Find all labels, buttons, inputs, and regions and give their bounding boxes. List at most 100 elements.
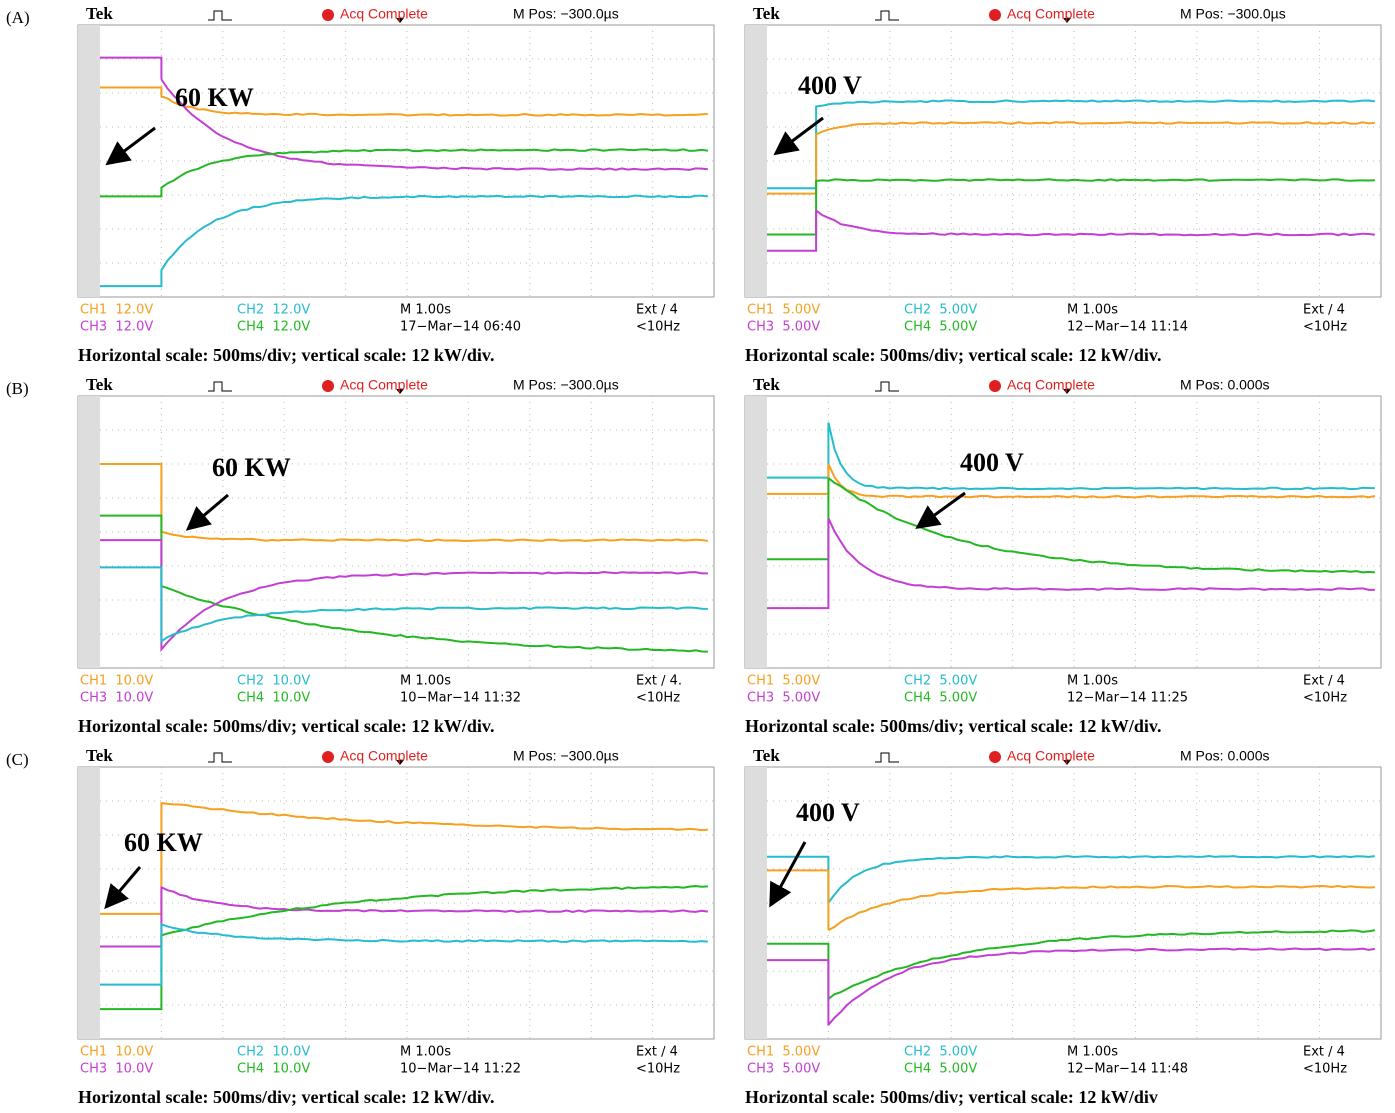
footer-ch2: CH2 5.00V: [904, 1045, 977, 1060]
screen-bezel: [745, 767, 767, 1039]
annotation: 60 KW: [212, 453, 291, 482]
footer-date: 10−Mar−14 11:22: [400, 1062, 521, 1077]
caption: Horizontal scale: 500ms/div; vertical sc…: [78, 1087, 494, 1107]
trigger-icon: [875, 753, 899, 762]
screen: [78, 396, 714, 668]
row-label: (B): [6, 379, 29, 398]
footer-ch2: CH2 10.0V: [237, 674, 310, 689]
trigger-icon: [875, 382, 899, 391]
footer-timebase: M 1.00s: [1067, 303, 1118, 318]
position: M Pos: −300.0µs: [513, 377, 619, 393]
acq-indicator: [322, 9, 334, 21]
footer-timebase: M 1.00s: [1067, 674, 1118, 689]
acq-indicator: [989, 380, 1001, 392]
footer-ch3: CH3 5.00V: [747, 1062, 820, 1077]
footer-date: 12−Mar−14 11:48: [1067, 1062, 1188, 1077]
footer-trigger: Ext ∕ 4: [1303, 303, 1345, 318]
footer-ch4: CH4 5.00V: [904, 1062, 977, 1077]
acq-status: Acq Complete: [1007, 6, 1095, 22]
footer-ch4: CH4 10.0V: [237, 1062, 310, 1077]
caption: Horizontal scale: 500ms/div; vertical sc…: [78, 716, 494, 736]
row-label: (A): [6, 8, 30, 27]
annotation: 400 V: [796, 798, 860, 827]
acq-status: Acq Complete: [340, 377, 428, 393]
footer-ch1: CH1 5.00V: [747, 303, 820, 318]
footer-ch1: CH1 10.0V: [80, 1045, 153, 1060]
acq-indicator: [989, 9, 1001, 21]
acq-status: Acq Complete: [340, 748, 428, 764]
footer-trigger: Ext ∕ 4: [1303, 674, 1345, 689]
footer-timebase: M 1.00s: [400, 1045, 451, 1060]
footer-ch1: CH1 5.00V: [747, 1045, 820, 1060]
scope-brand: Tek: [86, 746, 113, 765]
footer-frequency: <10Hz: [636, 320, 680, 335]
footer-ch1: CH1 12.0V: [80, 303, 153, 318]
footer-ch2: CH2 5.00V: [904, 303, 977, 318]
trigger-icon: [208, 382, 232, 391]
acq-indicator: [989, 751, 1001, 763]
scope-brand: Tek: [753, 746, 780, 765]
position: M Pos: −300.0µs: [513, 748, 619, 764]
footer-ch1: CH1 5.00V: [747, 674, 820, 689]
annotation: 400 V: [960, 448, 1024, 477]
acq-status: Acq Complete: [1007, 748, 1095, 764]
screen: [78, 25, 714, 297]
footer-trigger: Ext ∕ 4.: [636, 674, 682, 689]
screen: [78, 767, 714, 1039]
scope-brand: Tek: [753, 4, 780, 23]
screen-bezel: [78, 767, 100, 1039]
footer-date: 12−Mar−14 11:25: [1067, 691, 1188, 706]
annotation: 400 V: [798, 71, 862, 100]
footer-ch1: CH1 10.0V: [80, 674, 153, 689]
footer-ch3: CH3 10.0V: [80, 691, 153, 706]
position: M Pos: −300.0µs: [1180, 6, 1286, 22]
footer-ch3: CH3 5.00V: [747, 320, 820, 335]
trigger-icon: [208, 11, 232, 20]
footer-trigger: Ext ∕ 4: [636, 1045, 678, 1060]
screen-bezel: [745, 25, 767, 297]
acq-indicator: [322, 751, 334, 763]
footer-timebase: M 1.00s: [400, 674, 451, 689]
row-label: (C): [6, 750, 29, 769]
footer-ch4: CH4 5.00V: [904, 320, 977, 335]
scope-brand: Tek: [86, 375, 113, 394]
footer-ch3: CH3 12.0V: [80, 320, 153, 335]
footer-date: 10−Mar−14 11:32: [400, 691, 521, 706]
scope-brand: Tek: [86, 4, 113, 23]
scope-brand: Tek: [753, 375, 780, 394]
footer-trigger: Ext ∕ 4: [1303, 1045, 1345, 1060]
footer-date: 12−Mar−14 11:14: [1067, 320, 1188, 335]
trigger-icon: [875, 11, 899, 20]
screen: [745, 25, 1381, 297]
position: M Pos: −300.0µs: [513, 6, 619, 22]
footer-trigger: Ext ∕ 4: [636, 303, 678, 318]
trigger-icon: [208, 753, 232, 762]
caption: Horizontal scale: 500ms/div; vertical sc…: [78, 345, 494, 365]
footer-timebase: M 1.00s: [1067, 1045, 1118, 1060]
acq-status: Acq Complete: [1007, 377, 1095, 393]
screen-bezel: [78, 25, 100, 297]
footer-frequency: <10Hz: [1303, 691, 1347, 706]
footer-frequency: <10Hz: [636, 691, 680, 706]
footer-ch3: CH3 5.00V: [747, 691, 820, 706]
footer-ch4: CH4 10.0V: [237, 691, 310, 706]
caption: Horizontal scale: 500ms/div; vertical sc…: [745, 1087, 1158, 1107]
screen: [745, 396, 1381, 668]
footer-ch2: CH2 12.0V: [237, 303, 310, 318]
annotation: 60 KW: [175, 83, 254, 112]
footer-frequency: <10Hz: [636, 1062, 680, 1077]
footer-ch4: CH4 5.00V: [904, 691, 977, 706]
annotation: 60 KW: [124, 828, 203, 857]
position: M Pos: 0.000s: [1180, 377, 1270, 393]
footer-ch3: CH3 10.0V: [80, 1062, 153, 1077]
footer-date: 17−Mar−14 06:40: [400, 320, 521, 335]
footer-ch4: CH4 12.0V: [237, 320, 310, 335]
screen-bezel: [78, 396, 100, 668]
caption: Horizontal scale: 500ms/div; vertical sc…: [745, 345, 1161, 365]
footer-frequency: <10Hz: [1303, 320, 1347, 335]
position: M Pos: 0.000s: [1180, 748, 1270, 764]
screen-bezel: [745, 396, 767, 668]
footer-frequency: <10Hz: [1303, 1062, 1347, 1077]
acq-indicator: [322, 380, 334, 392]
caption: Horizontal scale: 500ms/div; vertical sc…: [745, 716, 1161, 736]
